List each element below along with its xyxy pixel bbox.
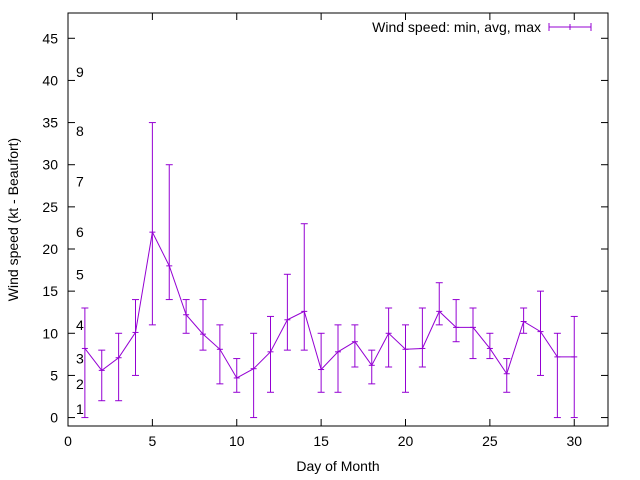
beaufort-label: 8 — [76, 123, 84, 139]
x-tick-label: 20 — [398, 433, 414, 449]
y-tick-label: 40 — [42, 72, 58, 88]
beaufort-label: 1 — [76, 401, 84, 417]
series-wind-speed — [81, 122, 578, 419]
y-tick-label: 0 — [50, 410, 58, 426]
y-tick-label: 5 — [50, 367, 58, 383]
x-tick-label: 30 — [566, 433, 582, 449]
y-tick-label: 25 — [42, 199, 58, 215]
beaufort-label: 5 — [76, 266, 84, 282]
beaufort-label: 7 — [76, 174, 84, 190]
y-tick-labels: 0 5 10 15 20 25 30 35 40 45 — [42, 30, 58, 425]
beaufort-label: 3 — [76, 351, 84, 367]
y-tick-label: 45 — [42, 30, 58, 46]
y-tick-label: 20 — [42, 241, 58, 257]
beaufort-label: 6 — [76, 224, 84, 240]
y-tick-label: 30 — [42, 157, 58, 173]
tick-marks — [67, 13, 608, 426]
axes — [67, 12, 609, 427]
beaufort-label: 9 — [76, 64, 84, 80]
avg-line — [84, 230, 575, 379]
y-tick-label: 15 — [42, 283, 58, 299]
beaufort-label: 4 — [76, 317, 84, 333]
y-axis-label: Wind speed (kt - Beaufort) — [5, 138, 21, 301]
x-tick-labels: 0 5 10 15 20 25 30 — [64, 433, 582, 449]
x-axis-label: Day of Month — [296, 458, 379, 474]
y-tick-label: 35 — [42, 115, 58, 131]
y-tick-label: 10 — [42, 325, 58, 341]
beaufort-scale-labels: 1 2 3 4 5 6 7 8 9 — [76, 64, 84, 417]
beaufort-label: 2 — [76, 376, 84, 392]
plot-border — [67, 12, 609, 427]
legend: Wind speed: min, avg, max — [372, 19, 592, 35]
x-tick-label: 0 — [64, 433, 72, 449]
x-tick-label: 5 — [148, 433, 156, 449]
x-tick-label: 15 — [313, 433, 329, 449]
x-tick-label: 10 — [229, 433, 245, 449]
x-tick-label: 25 — [482, 433, 498, 449]
legend-label: Wind speed: min, avg, max — [372, 19, 541, 35]
